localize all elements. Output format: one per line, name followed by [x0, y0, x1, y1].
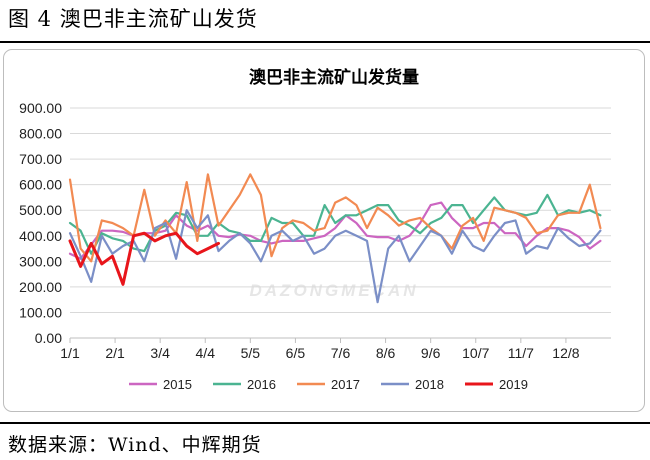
chart-svg: DAZONGMECAN 澳巴非主流矿山发货量 0.00 100.00 200.00 3… — [19, 67, 611, 392]
legend-label-2017: 2017 — [331, 377, 360, 392]
legend-label-2016: 2016 — [247, 377, 276, 392]
x-tick-label: 2/1 — [105, 345, 125, 361]
x-tick-label: 11/7 — [508, 345, 534, 361]
y-axis: 0.00 100.00 200.00 300.00 400.00 500.00 600.00… — [19, 100, 62, 346]
legend-label-2019: 2019 — [499, 377, 528, 392]
y-tick-label: 600.00 — [19, 177, 62, 193]
y-tick-label: 200.00 — [19, 279, 62, 295]
chart-frame: DAZONGMECAN 澳巴非主流矿山发货量 0.00 100.00 200.00 3… — [3, 49, 645, 412]
x-tick-label: 7/6 — [331, 345, 351, 361]
x-tick-label: 12/8 — [552, 345, 579, 361]
bottom-rule — [0, 422, 650, 424]
legend-label-2018: 2018 — [415, 377, 444, 392]
legend-label-2015: 2015 — [163, 377, 192, 392]
chart-title: 澳巴非主流矿山发货量 — [249, 67, 419, 87]
legend: 2015 2016 2017 2018 2019 — [129, 377, 528, 392]
y-tick-label: 900.00 — [19, 100, 62, 116]
x-tick-label: 1/1 — [60, 345, 80, 361]
x-tick-label: 8/6 — [376, 345, 396, 361]
y-tick-label: 100.00 — [19, 304, 62, 320]
series-lines — [68, 173, 602, 304]
x-tick-label: 6/5 — [286, 345, 306, 361]
x-tick-label: 3/4 — [150, 345, 170, 361]
watermark-text: DAZONGMECAN — [250, 281, 419, 300]
source-note: 数据来源：Wind、中辉期货 — [8, 434, 262, 456]
x-tick-label: 5/5 — [241, 345, 261, 361]
x-tick-label: 9/6 — [421, 345, 441, 361]
x-tick-label: 4/4 — [196, 345, 216, 361]
top-rule — [0, 41, 650, 43]
y-tick-label: 300.00 — [19, 253, 62, 269]
series-line-2018 — [68, 209, 602, 304]
y-tick-label: 0.00 — [35, 330, 62, 346]
y-tick-label: 500.00 — [19, 202, 62, 218]
y-tick-label: 700.00 — [19, 151, 62, 167]
gridlines — [70, 107, 611, 339]
series-line-2019 — [68, 231, 220, 286]
y-tick-label: 400.00 — [19, 228, 62, 244]
x-axis: 1/1 2/1 3/4 4/4 5/5 6/5 7/6 8/6 9/6 10/7 11/7 12/8 — [60, 338, 580, 361]
x-tick-label: 10/7 — [462, 345, 489, 361]
figure-title: 图 4 澳巴非主流矿山发货 — [8, 7, 258, 31]
series-line-2017 — [68, 173, 602, 263]
y-tick-label: 800.00 — [19, 126, 62, 142]
